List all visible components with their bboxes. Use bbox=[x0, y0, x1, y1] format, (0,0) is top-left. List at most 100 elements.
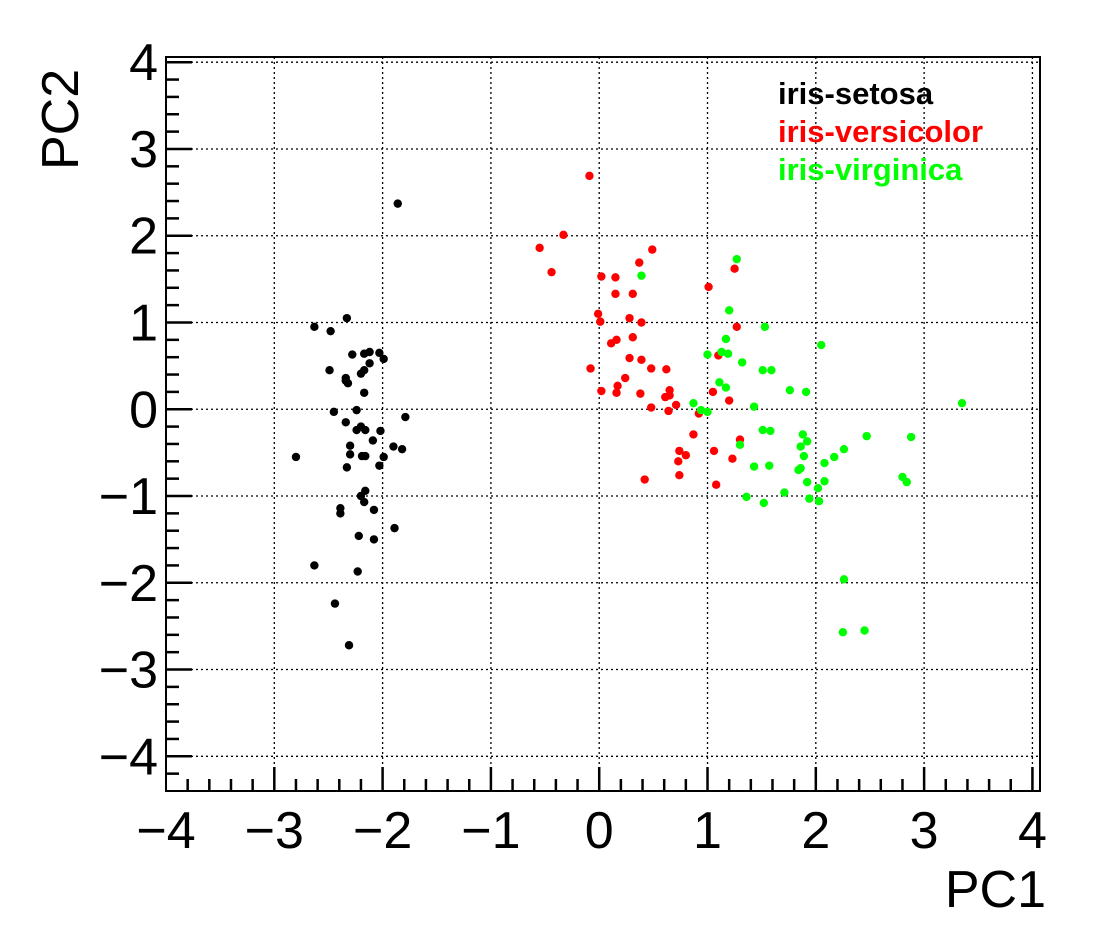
x-axis-title: PC1 bbox=[945, 861, 1046, 919]
data-point-iris-setosa bbox=[342, 313, 352, 323]
data-point-iris-virginica bbox=[735, 440, 745, 450]
data-point-iris-versicolor bbox=[625, 313, 634, 323]
data-point-iris-setosa bbox=[310, 322, 319, 332]
data-point-iris-virginica bbox=[796, 464, 805, 473]
data-point-iris-virginica bbox=[802, 437, 812, 446]
x-tick-label: 2 bbox=[801, 802, 830, 860]
data-point-iris-versicolor bbox=[637, 318, 646, 327]
y-tick-label: −4 bbox=[99, 728, 158, 786]
data-point-iris-virginica bbox=[703, 350, 712, 359]
data-point-iris-virginica bbox=[703, 407, 712, 417]
data-point-iris-versicolor bbox=[640, 475, 649, 484]
data-point-iris-setosa bbox=[348, 350, 357, 359]
data-point-iris-versicolor bbox=[559, 230, 568, 240]
data-point-iris-setosa bbox=[345, 450, 355, 459]
data-point-iris-setosa bbox=[353, 567, 362, 576]
data-point-iris-setosa bbox=[379, 354, 388, 364]
data-point-iris-versicolor bbox=[681, 451, 691, 460]
data-point-iris-versicolor bbox=[724, 396, 734, 405]
data-point-iris-versicolor bbox=[612, 335, 621, 345]
data-point-iris-setosa bbox=[397, 444, 407, 454]
data-point-iris-virginica bbox=[860, 626, 869, 635]
data-points bbox=[291, 171, 967, 650]
data-point-iris-versicolor bbox=[621, 373, 630, 383]
data-point-iris-versicolor bbox=[728, 454, 737, 463]
data-point-iris-virginica bbox=[906, 432, 916, 442]
data-point-iris-virginica bbox=[717, 347, 726, 357]
data-point-iris-versicolor bbox=[628, 289, 637, 299]
x-tick-label: 0 bbox=[585, 802, 614, 860]
data-point-iris-versicolor bbox=[675, 446, 684, 456]
data-point-iris-setosa bbox=[342, 463, 352, 472]
data-point-iris-virginica bbox=[817, 340, 826, 350]
x-tick-label: −3 bbox=[245, 802, 304, 860]
data-point-iris-setosa bbox=[376, 426, 385, 436]
data-point-iris-setosa bbox=[341, 376, 350, 385]
legend-entry-iris-versicolor: iris-versicolor bbox=[778, 114, 983, 149]
data-point-iris-virginica bbox=[637, 271, 646, 280]
data-point-iris-setosa bbox=[379, 452, 388, 462]
data-point-iris-setosa bbox=[336, 509, 345, 518]
data-point-iris-versicolor bbox=[586, 364, 595, 373]
data-point-iris-versicolor bbox=[635, 258, 644, 267]
grid-lines bbox=[166, 57, 1040, 791]
data-point-iris-setosa bbox=[389, 442, 398, 451]
y-tick-label: 4 bbox=[129, 34, 158, 92]
data-point-iris-versicolor bbox=[674, 457, 683, 466]
data-point-iris-versicolor bbox=[636, 389, 645, 398]
x-tick-label: −4 bbox=[136, 802, 195, 860]
data-point-iris-virginica bbox=[814, 497, 824, 506]
data-point-iris-versicolor bbox=[648, 245, 657, 254]
y-tick-label: −3 bbox=[99, 642, 158, 700]
y-tick-label: 3 bbox=[129, 121, 158, 179]
data-point-iris-versicolor bbox=[611, 289, 620, 299]
data-point-iris-virginica bbox=[820, 458, 829, 468]
data-point-iris-virginica bbox=[715, 378, 724, 387]
data-point-iris-versicolor bbox=[671, 400, 681, 410]
data-point-iris-setosa bbox=[369, 505, 379, 515]
y-tick-label: −1 bbox=[99, 468, 158, 526]
y-tick-labels: −4 −3 −2 −1 0 1 2 3 4 bbox=[99, 34, 158, 786]
data-point-iris-versicolor bbox=[628, 333, 637, 342]
data-point-iris-virginica bbox=[838, 628, 848, 637]
data-point-iris-versicolor bbox=[593, 309, 603, 319]
data-point-iris-virginica bbox=[802, 477, 812, 487]
y-tick-label: 0 bbox=[129, 381, 158, 439]
data-point-iris-versicolor bbox=[704, 282, 713, 292]
legend-entry-iris-setosa: iris-setosa bbox=[778, 76, 934, 111]
legend-entry-iris-virginica: iris-virginica bbox=[778, 152, 963, 187]
data-point-iris-virginica bbox=[801, 387, 811, 397]
data-point-iris-virginica bbox=[696, 405, 706, 415]
data-point-iris-setosa bbox=[341, 418, 350, 427]
data-point-iris-versicolor bbox=[625, 353, 634, 363]
data-point-iris-setosa bbox=[375, 348, 384, 358]
x-tick-label: −2 bbox=[353, 802, 412, 860]
data-point-iris-virginica bbox=[766, 426, 775, 436]
x-tick-label: 1 bbox=[693, 802, 722, 860]
data-point-iris-virginica bbox=[839, 575, 849, 584]
data-point-iris-virginica bbox=[796, 442, 805, 451]
data-point-iris-setosa bbox=[368, 436, 378, 445]
y-axis-title: PC2 bbox=[32, 69, 90, 170]
data-point-iris-setosa bbox=[352, 405, 361, 415]
data-point-iris-setosa bbox=[354, 531, 363, 541]
data-point-iris-setosa bbox=[291, 452, 301, 462]
y-tick-label: 2 bbox=[129, 208, 158, 266]
data-point-iris-versicolor bbox=[611, 273, 620, 282]
data-point-iris-virginica bbox=[957, 398, 967, 408]
x-tick-label: −1 bbox=[461, 802, 520, 860]
data-point-iris-versicolor bbox=[596, 317, 605, 326]
data-point-iris-virginica bbox=[780, 488, 789, 497]
data-point-iris-virginica bbox=[749, 462, 759, 471]
data-point-iris-virginica bbox=[820, 477, 829, 486]
x-tick-label: 4 bbox=[1018, 802, 1047, 860]
data-point-iris-versicolor bbox=[709, 446, 719, 456]
data-point-iris-virginica bbox=[723, 349, 733, 358]
data-point-iris-versicolor bbox=[612, 388, 621, 397]
data-point-iris-setosa bbox=[393, 199, 402, 208]
data-point-iris-versicolor bbox=[585, 171, 594, 181]
data-point-iris-virginica bbox=[813, 484, 823, 493]
data-point-iris-virginica bbox=[758, 366, 767, 375]
